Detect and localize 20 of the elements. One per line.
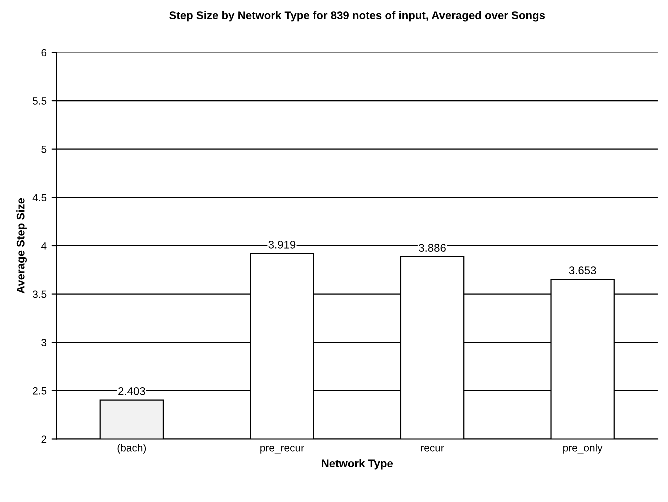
chart-title: Step Size by Network Type for 839 notes of input, Averaged over Songs — [170, 11, 546, 22]
data-label: 3.919 — [268, 240, 296, 249]
y-tick-label: 3.5 — [32, 290, 47, 298]
y-tick-label: 3 — [42, 339, 47, 346]
x-axis-title: Network Type — [322, 459, 394, 470]
y-tick-label: 5.5 — [32, 98, 47, 105]
y-tick-label: 6 — [42, 49, 47, 57]
y-tick-label: 2.5 — [33, 387, 47, 395]
x-tick-label: pre_only — [564, 444, 603, 454]
y-axis-title: Average Step Size — [16, 198, 28, 294]
y-tick-label: 2 — [42, 436, 47, 444]
data-label: 3.886 — [419, 244, 446, 252]
data-label: 3.653 — [569, 266, 596, 275]
y-tick-label: 4 — [42, 242, 47, 250]
x-tick-label: pre_recur — [260, 446, 304, 454]
x-tick-label: recur — [421, 446, 444, 452]
y-tick-label: 4.5 — [32, 194, 47, 202]
y-tick-label: 5 — [42, 146, 47, 154]
x-tick-label: (bach) — [118, 444, 146, 454]
data-label: 2.403 — [118, 387, 146, 396]
